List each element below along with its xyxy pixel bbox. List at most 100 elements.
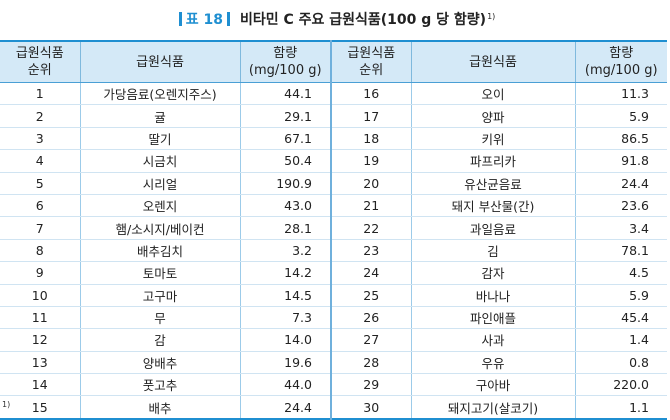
rank-cell: 2: [0, 104, 80, 128]
table-row: 11 무 7.3 26 파인애플 45.4: [0, 306, 667, 330]
vitamin-c-sources-table: 급원식품 순위 급원식품 함량 (mg/100 g) 급원식품 순위 급원식품 …: [0, 40, 667, 420]
table-row: 10 고구마 14.5 25 바나나 5.9: [0, 284, 667, 307]
rank-cell: 7: [0, 216, 80, 240]
amount-cell-2: 24.4: [574, 172, 667, 195]
amount-cell-2: 11.3: [574, 82, 667, 106]
table-body: 1 가당음료(오렌지주스) 44.1 16 오이 11.3 2 귤 29.1 17 양파 5.9 3 딸기…: [0, 82, 667, 419]
header-food: 급원식품: [79, 41, 240, 83]
food-cell: 귤: [79, 104, 240, 128]
food-cell: 무: [79, 306, 240, 330]
amount-cell-2: 3.4: [574, 216, 667, 240]
rank-cell: 9: [0, 261, 80, 285]
food-cell-2: 감자: [410, 261, 575, 285]
rank-cell: 11: [0, 306, 80, 330]
rank-cell-2: 18: [330, 127, 411, 151]
caption-bar-left: [178, 12, 182, 26]
amount-cell-2: 5.9: [574, 284, 667, 307]
caption-bar-right: [226, 12, 230, 26]
rank-cell-2: 16: [330, 82, 411, 106]
table-row: 9 토마토 14.2 24 감자 4.5: [0, 261, 667, 285]
table-row: 15 배추 24.4 30 돼지고기(살코기) 1.1: [0, 395, 667, 419]
footnote: 1): [2, 400, 11, 409]
food-cell-2: 파프리카: [410, 149, 575, 173]
header-rank-line1: 급원식품: [15, 46, 64, 61]
amount-cell-2: 1.4: [574, 328, 667, 352]
food-cell-2: 김: [410, 239, 575, 263]
food-cell-2: 바나나: [410, 284, 575, 307]
rank-cell-2: 26: [330, 306, 411, 330]
rank-cell-2: 19: [330, 149, 411, 173]
amount-cell: 14.5: [239, 284, 331, 307]
rank-cell-2: 25: [330, 284, 411, 307]
header-amount-2-line1: 함량: [609, 46, 634, 61]
food-cell: 가당음료(오렌지주스): [79, 82, 240, 106]
amount-cell-2: 23.6: [574, 194, 667, 218]
amount-cell-2: 86.5: [574, 127, 667, 151]
amount-cell: 19.6: [239, 351, 331, 375]
title-footnote-mark: 1): [487, 11, 496, 21]
amount-cell: 67.1: [239, 127, 331, 151]
rank-cell: 10: [0, 284, 80, 307]
rank-cell-2: 21: [330, 194, 411, 218]
food-cell: 고구마: [79, 284, 240, 307]
amount-cell: 28.1: [239, 216, 331, 240]
table-caption: 표 18 비타민 C 주요 급원식품(100 g 당 함량) 1): [0, 6, 670, 32]
food-cell: 딸기: [79, 127, 240, 151]
food-cell-2: 구아바: [410, 373, 575, 397]
rank-cell: 3: [0, 127, 80, 151]
table-title: 비타민 C 주요 급원식품(100 g 당 함량): [239, 12, 487, 28]
food-cell: 양배추: [79, 351, 240, 375]
food-cell: 시금치: [79, 149, 240, 173]
header-rank-2-line2: 순위: [359, 63, 384, 78]
amount-cell: 14.0: [239, 328, 331, 352]
rank-cell-2: 24: [330, 261, 411, 285]
amount-cell: 44.0: [239, 373, 331, 397]
rank-cell: 1: [0, 82, 80, 106]
rank-cell-2: 28: [330, 351, 411, 375]
rank-cell-2: 20: [330, 172, 411, 195]
rank-cell: 4: [0, 149, 80, 173]
header-rank: 급원식품 순위: [0, 41, 80, 83]
amount-cell: 50.4: [239, 149, 331, 173]
header-food-2: 급원식품: [410, 41, 575, 83]
table-row: 13 양배추 19.6 28 우유 0.8: [0, 351, 667, 375]
rank-cell-2: 17: [330, 104, 411, 128]
rank-cell-2: 30: [330, 395, 411, 419]
food-cell-2: 돼지 부산물(간): [410, 194, 575, 218]
amount-cell: 43.0: [239, 194, 331, 218]
food-cell: 토마토: [79, 261, 240, 285]
table-row: 1 가당음료(오렌지주스) 44.1 16 오이 11.3: [0, 82, 667, 106]
header-amount: 함량 (mg/100 g): [239, 41, 331, 83]
header-amount-2: 함량 (mg/100 g): [574, 41, 667, 83]
rank-cell: 13: [0, 351, 80, 375]
amount-cell: 24.4: [239, 395, 331, 419]
rank-cell-2: 22: [330, 216, 411, 240]
rank-cell-2: 27: [330, 328, 411, 352]
amount-cell-2: 78.1: [574, 239, 667, 263]
amount-cell-2: 45.4: [574, 306, 667, 330]
table-row: 3 딸기 67.1 18 키위 86.5: [0, 127, 667, 151]
amount-cell-2: 4.5: [574, 261, 667, 285]
rank-cell: 12: [0, 328, 80, 352]
header-row: 급원식품 순위 급원식품 함량 (mg/100 g) 급원식품 순위 급원식품 …: [0, 41, 667, 83]
amount-cell: 7.3: [239, 306, 331, 330]
amount-cell-2: 91.8: [574, 149, 667, 173]
amount-cell-2: 1.1: [574, 395, 667, 419]
food-cell-2: 오이: [410, 82, 575, 106]
food-cell: 풋고추: [79, 373, 240, 397]
food-cell-2: 과일음료: [410, 216, 575, 240]
rank-cell-2: 23: [330, 239, 411, 263]
table-row: 8 배추김치 3.2 23 김 78.1: [0, 239, 667, 263]
header-amount-line1: 함량: [273, 46, 298, 61]
header-amount-line2: (mg/100 g): [248, 63, 322, 78]
table-row: 4 시금치 50.4 19 파프리카 91.8: [0, 149, 667, 173]
rank-cell: 5: [0, 172, 80, 195]
header-amount-2-line2: (mg/100 g): [584, 63, 658, 78]
amount-cell-2: 5.9: [574, 104, 667, 128]
rank-cell: 15: [31, 399, 48, 415]
food-cell-2: 키위: [410, 127, 575, 151]
header-rank-2-line1: 급원식품: [347, 46, 396, 61]
food-cell-2: 우유: [410, 351, 575, 375]
food-cell-2: 파인애플: [410, 306, 575, 330]
amount-cell: 44.1: [239, 82, 331, 106]
